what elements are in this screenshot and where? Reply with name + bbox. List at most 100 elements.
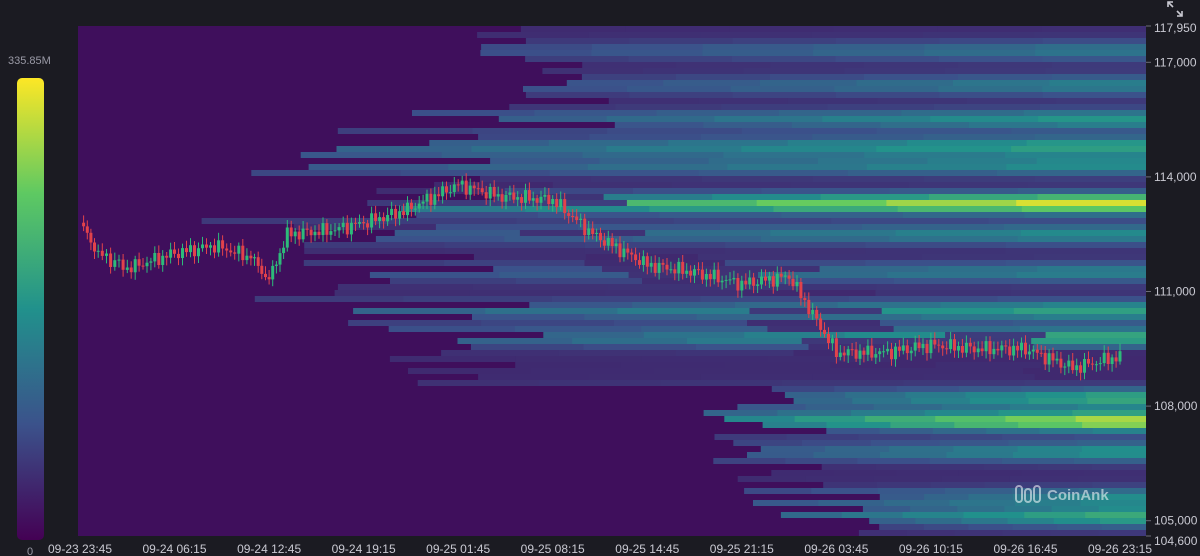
heatmap-cell: [1045, 332, 1146, 338]
heatmap-cell: [1078, 476, 1146, 482]
heatmap-cell: [902, 512, 964, 518]
candle-body: [591, 228, 595, 234]
heatmap-cell: [968, 122, 1058, 128]
heatmap-cell: [1087, 398, 1146, 404]
heatmap-cell: [998, 410, 1073, 416]
heatmap-cell: [958, 74, 1053, 80]
candle-body: [1094, 364, 1098, 366]
heatmap-cell: [520, 26, 626, 32]
heatmap-cell: [605, 290, 741, 296]
heatmap-cell: [1049, 80, 1146, 86]
candle-body: [264, 273, 267, 278]
heatmap-cell: [478, 374, 590, 380]
candle-body: [925, 343, 929, 354]
candle-body: [767, 276, 771, 281]
candle-body: [1016, 345, 1020, 351]
candle-body: [960, 346, 964, 353]
candle-body: [185, 248, 188, 253]
candle-body: [221, 240, 225, 249]
heatmap-cell: [606, 116, 716, 122]
candle-body: [153, 253, 157, 262]
heatmap-cell: [1025, 392, 1087, 398]
candle-body: [233, 252, 237, 254]
heatmap-cell: [469, 290, 606, 296]
heatmap-cell: [710, 266, 821, 272]
heatmap-cell: [713, 458, 786, 464]
heatmap-cell: [552, 182, 672, 188]
candle-body: [366, 223, 370, 228]
candle-body: [181, 248, 184, 258]
candle-body: [390, 208, 394, 215]
heatmap-cell: [809, 314, 922, 320]
candle-body: [441, 186, 445, 197]
x-tick-label: 09-25 21:15: [710, 542, 774, 556]
candle-body: [321, 223, 325, 235]
candle-body: [791, 278, 795, 287]
heatmap-cell: [676, 350, 795, 356]
candle-body: [964, 342, 968, 353]
candle-body: [567, 213, 571, 216]
heatmap-cell: [819, 266, 929, 272]
heatmap-cell: [1006, 164, 1146, 170]
heatmap-cell: [700, 32, 813, 38]
heatmap-cell: [403, 296, 553, 302]
heatmap-cell: [251, 170, 401, 176]
heatmap-cell: [700, 296, 850, 302]
candle-body: [933, 339, 937, 345]
heatmap-cell: [770, 230, 897, 236]
heatmap-cell: [781, 212, 904, 218]
heatmap-cell: [894, 278, 1021, 284]
candle-body: [301, 228, 305, 240]
candle-body: [945, 348, 949, 350]
heatmap-cell: [515, 362, 621, 368]
candle-body: [811, 309, 815, 315]
heatmap-cell: [1101, 524, 1146, 530]
heatmap-cell: [607, 284, 743, 290]
candle-body: [1051, 353, 1055, 361]
heatmap-cell: [825, 446, 890, 452]
heatmap-cell: [1077, 404, 1146, 410]
candle-body: [333, 230, 337, 232]
candle-body: [953, 339, 956, 351]
heatmap-cell: [577, 224, 721, 230]
candle-body: [305, 228, 309, 230]
heatmap-cell: [740, 290, 877, 296]
candle-body: [595, 232, 599, 234]
heatmap-cell: [830, 362, 937, 368]
candle-body: [165, 255, 169, 258]
candle-body: [913, 342, 917, 351]
heatmap-cell: [1031, 338, 1146, 344]
candle-body: [341, 222, 345, 228]
candle-body: [803, 298, 807, 300]
heatmap-cell: [1074, 434, 1146, 440]
candle-body: [917, 342, 921, 349]
candle-body: [137, 259, 141, 266]
candle-body: [614, 243, 618, 247]
heatmap-cell: [472, 284, 608, 290]
heatmap-cell: [734, 302, 839, 308]
heatmap-cell: [614, 122, 704, 128]
candle-body: [874, 354, 878, 358]
heatmap-cell: [584, 242, 726, 248]
candle-body: [249, 255, 253, 259]
candle-body: [213, 245, 216, 253]
heatmap-cell: [1017, 188, 1146, 194]
heatmap-cell: [603, 194, 713, 200]
heatmap-cell: [1077, 440, 1146, 446]
heatmap-cell: [805, 404, 875, 410]
candle-body: [901, 345, 905, 351]
candle-body: [870, 345, 874, 358]
candle-body: [579, 218, 583, 220]
candle-body: [358, 222, 361, 224]
candle-body: [345, 222, 349, 235]
candle-body: [256, 257, 260, 266]
candle-body: [245, 255, 249, 261]
expand-icon[interactable]: [1167, 1, 1183, 17]
heatmap-cell: [698, 170, 849, 176]
candle-body: [602, 240, 606, 246]
heatmap-cell: [928, 266, 1038, 272]
heatmap-cell: [770, 62, 865, 68]
heatmap-cell: [968, 524, 1014, 530]
heatmap-cell: [818, 158, 928, 164]
candle-body: [996, 348, 1000, 351]
